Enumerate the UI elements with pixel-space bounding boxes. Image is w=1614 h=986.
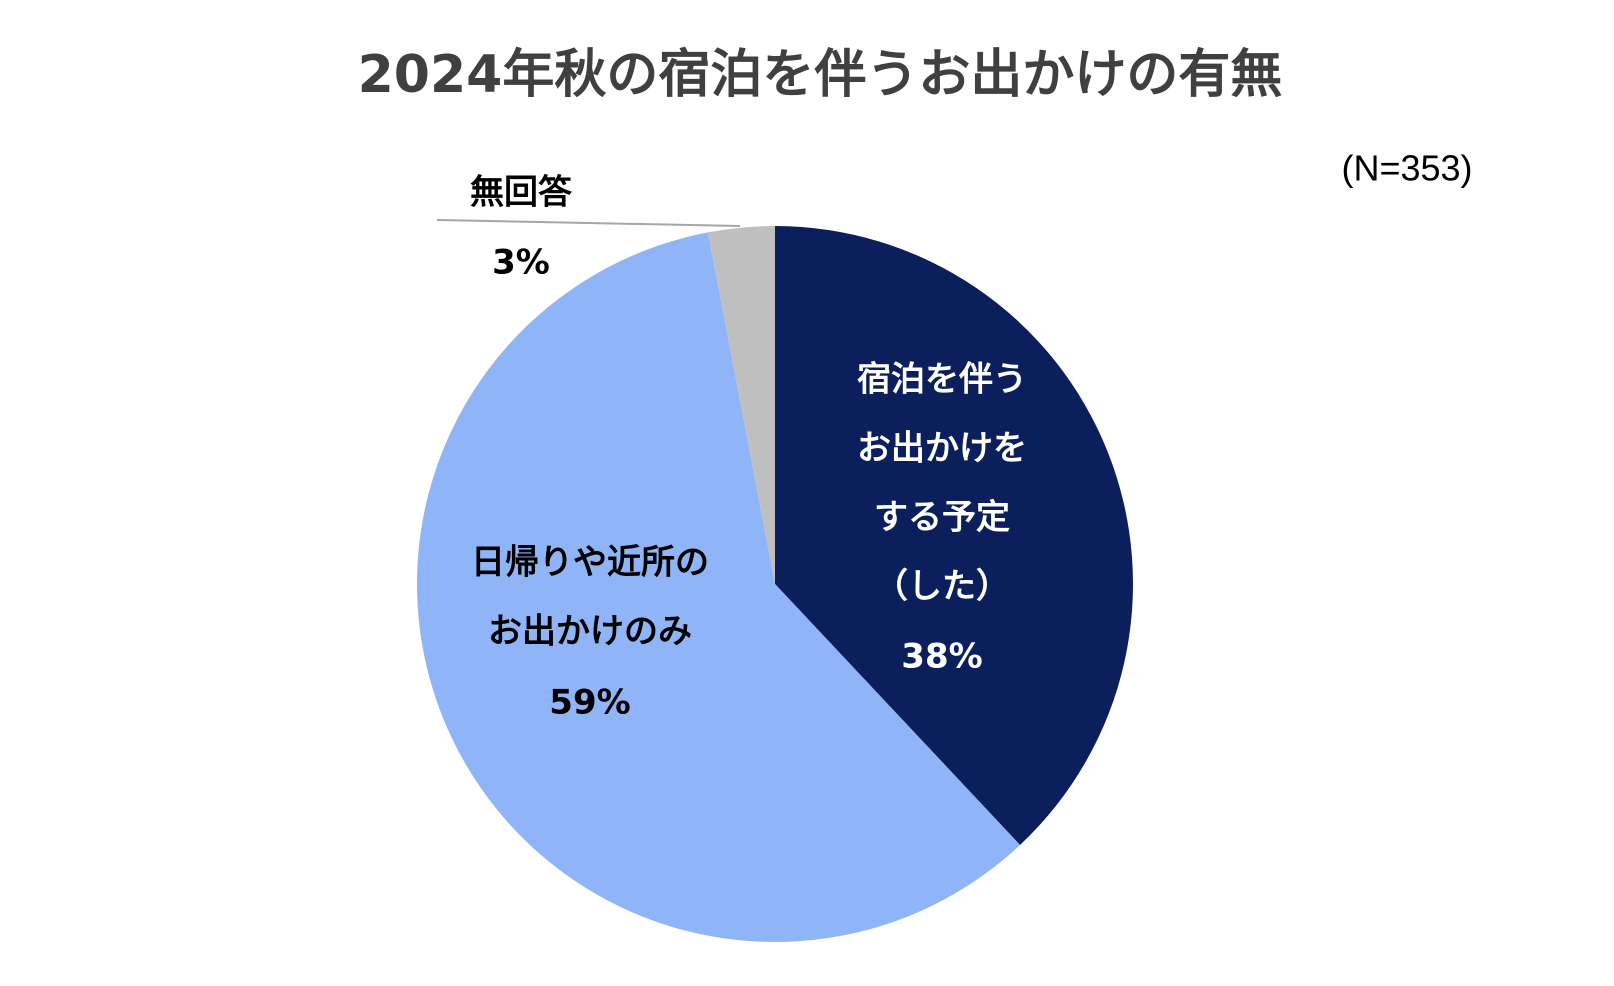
slice-label: お出かけを [857, 429, 1027, 469]
chart-title: 2024年秋の宿泊を伴うお出かけの有無 [358, 45, 1283, 105]
slice-label: （した） [874, 567, 1010, 607]
pie-slice [416, 232, 1021, 942]
slice-label: お出かけのみ [488, 612, 692, 652]
slice-label: 無回答 [470, 173, 573, 213]
value-label: 3% [492, 243, 550, 283]
sample-size: (N=353) [1341, 148, 1472, 189]
pie-slice [707, 226, 775, 584]
value-label: 59% [549, 683, 630, 723]
value-label: 38% [901, 637, 982, 677]
leader-line [436, 219, 741, 227]
pie-slice [775, 226, 1133, 845]
slice-label: 日帰りや近所の [471, 543, 709, 583]
slice-label: する予定 [874, 498, 1010, 538]
slice-label: 宿泊を伴う [857, 360, 1027, 400]
